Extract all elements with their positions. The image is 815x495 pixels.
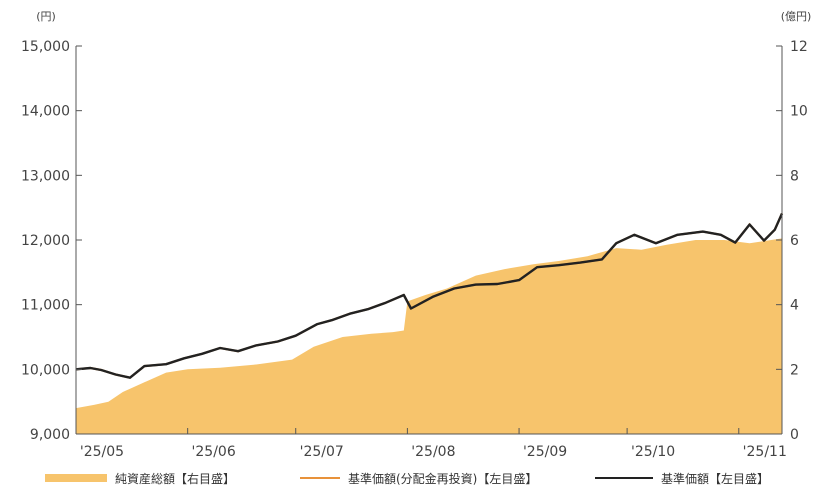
y-right-tick-label: 10 (790, 104, 808, 120)
y-right-tick-label: 4 (790, 298, 799, 314)
y-left-tick-label: 15,000 (21, 39, 70, 55)
y-left-tick-label: 13,000 (21, 168, 70, 184)
y-right-tick-label: 8 (790, 168, 799, 184)
series-line-nav (75, 213, 784, 379)
y-right-tick-label: 0 (790, 427, 799, 443)
legend-swatch-orange-line (300, 477, 340, 479)
x-tick-label: '25/09 (523, 444, 567, 460)
legend-swatch-black-line (595, 477, 653, 479)
x-tick-label: '25/08 (411, 444, 455, 460)
y-right-tick-label: 12 (790, 39, 808, 55)
y-right-unit-label: (億円) (781, 10, 812, 23)
x-tick-label: '25/10 (631, 444, 675, 460)
y-left-tick-label: 14,000 (21, 104, 70, 120)
legend-label-nav-reinvested: 基準価額(分配金再投資)【左目盛】 (348, 471, 538, 486)
x-tick-label: '25/11 (743, 444, 787, 460)
y-right-tick-label: 2 (790, 362, 799, 378)
legend-item-net-assets: 純資産総額【右目盛】 (45, 468, 235, 488)
y-left-unit-label: (円) (36, 10, 56, 23)
chart-legend: 純資産総額【右目盛】 基準価額(分配金再投資)【左目盛】 基準価額【左目盛】 (0, 468, 815, 488)
y-right-tick-label: 6 (790, 233, 799, 249)
x-tick-label: '25/07 (300, 444, 344, 460)
legend-swatch-area (45, 474, 107, 482)
legend-label-nav: 基準価額【左目盛】 (661, 471, 770, 486)
y-left-tick-label: 12,000 (21, 233, 70, 249)
x-tick-label: '25/06 (192, 444, 236, 460)
x-tick-label: '25/05 (80, 444, 124, 460)
legend-item-nav: 基準価額【左目盛】 (595, 468, 769, 488)
y-left-tick-label: 9,000 (30, 427, 70, 443)
legend-label-net-assets: 純資産総額【右目盛】 (115, 471, 236, 486)
series-area-net-assets (76, 238, 782, 434)
y-left-tick-label: 10,000 (21, 362, 70, 378)
legend-item-nav-reinvested: 基準価額(分配金再投資)【左目盛】 (300, 468, 537, 488)
y-left-tick-label: 11,000 (21, 298, 70, 314)
